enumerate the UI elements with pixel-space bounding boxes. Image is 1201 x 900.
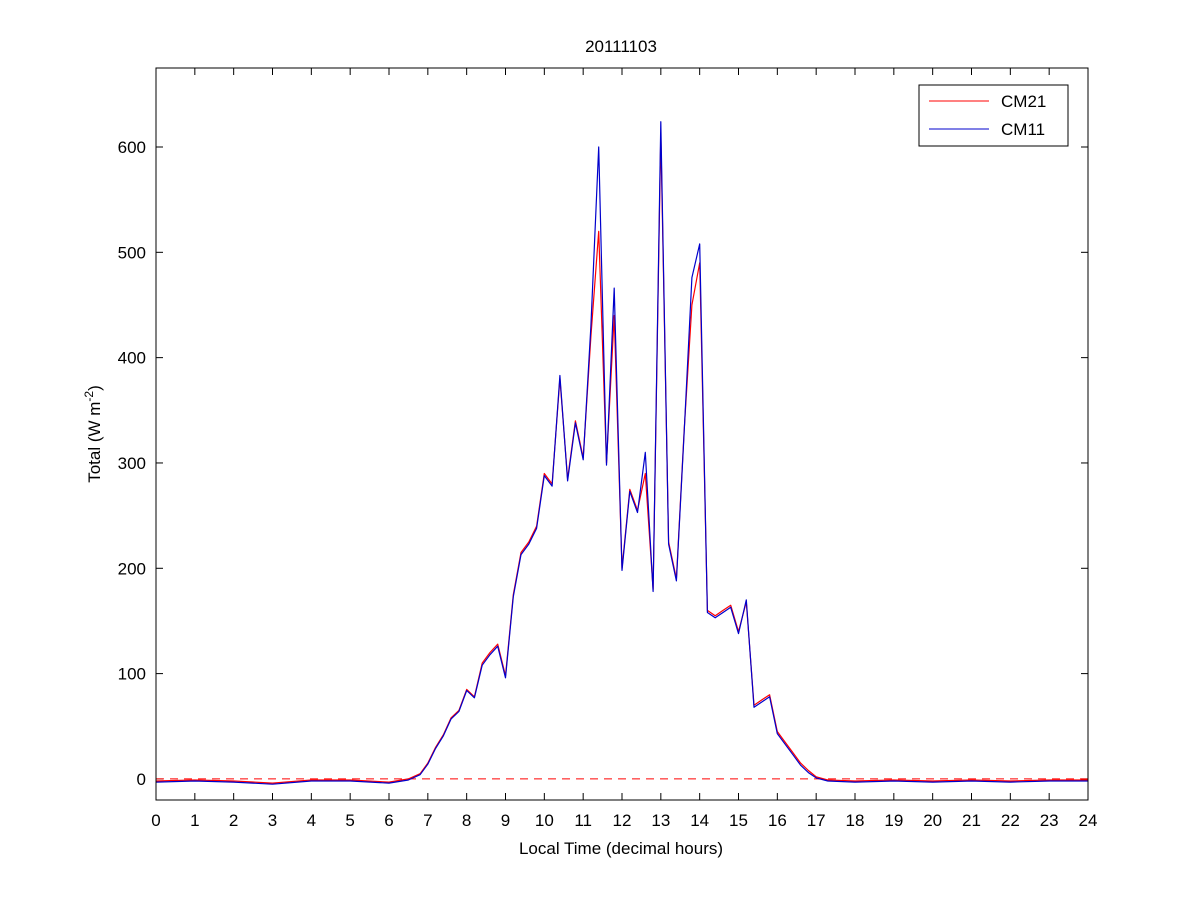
y-tick-label: 500 (118, 243, 146, 262)
legend-label-cm21: CM21 (1001, 92, 1046, 111)
x-tick-label: 16 (768, 811, 787, 830)
x-tick-label: 7 (423, 811, 432, 830)
series-line-cm11 (155, 121, 1088, 785)
x-tick-label: 11 (574, 811, 592, 830)
y-axis-label-prefix: Total (W m (85, 402, 104, 483)
x-tick-label: 17 (807, 811, 826, 830)
plot-frame (155, 67, 1089, 801)
y-tick-label: 300 (118, 454, 146, 473)
x-tick-label: 10 (535, 811, 554, 830)
x-tick-label: 1 (190, 811, 199, 830)
x-tick-label: 21 (962, 811, 981, 830)
x-tick-label: 8 (462, 811, 471, 830)
chart-title: 20111103 (585, 37, 657, 56)
x-tick-label: 4 (307, 811, 316, 830)
series-lines (155, 121, 1088, 785)
x-tick-label: 0 (151, 811, 160, 830)
y-axis-label-suffix: ) (85, 385, 104, 391)
x-tick-label: 5 (345, 811, 354, 830)
x-tick-label: 3 (268, 811, 277, 830)
y-tick-label: 600 (118, 138, 146, 157)
y-tick-label: 100 (118, 665, 146, 684)
y-axis-label: Total (W m-2) (82, 385, 104, 483)
y-tick-label: 200 (118, 559, 146, 578)
x-tick-label: 22 (1001, 811, 1020, 830)
y-tick-label: 0 (137, 770, 146, 789)
x-tick-label: 18 (846, 811, 865, 830)
x-tick-label: 20 (923, 811, 942, 830)
axis-ticks: 0 1 2 3 4 5 6 7 8 9 10 11 12 13 14 15 16 17 18 19 20 21 22 23 24… (118, 68, 1098, 830)
x-tick-label: 24 (1079, 811, 1098, 830)
x-tick-label: 23 (1040, 811, 1059, 830)
y-axis-label-superscript: -2 (82, 391, 96, 402)
legend: CM21 CM11 (918, 84, 1069, 147)
x-tick-label: 9 (501, 811, 510, 830)
x-tick-label: 13 (651, 811, 670, 830)
x-tick-label: 6 (384, 811, 393, 830)
legend-label-cm11: CM11 (1001, 120, 1045, 139)
y-tick-label: 400 (118, 349, 146, 368)
x-tick-label: 15 (729, 811, 748, 830)
x-tick-label: 2 (229, 811, 238, 830)
x-tick-label: 12 (613, 811, 632, 830)
x-axis-label: Local Time (decimal hours) (519, 839, 723, 858)
x-tick-label: 19 (884, 811, 903, 830)
x-tick-label: 14 (690, 811, 709, 830)
legend-box (918, 84, 1069, 147)
